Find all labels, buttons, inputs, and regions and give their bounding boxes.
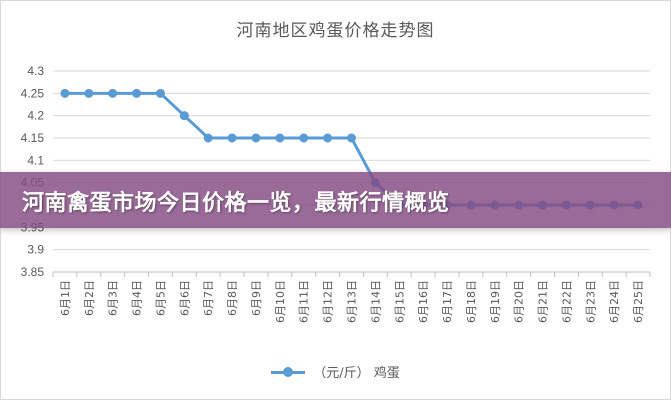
- x-tick-label: 6月2日: [83, 280, 96, 316]
- x-tick-label: 6月23日: [584, 280, 597, 323]
- x-tick-label: 6月7日: [202, 280, 215, 316]
- data-point: [347, 133, 356, 143]
- legend-line-marker-icon: [271, 366, 306, 377]
- legend: （元/斤） 鸡蛋: [0, 362, 671, 381]
- x-tick-label: 6月4日: [131, 280, 144, 316]
- data-point: [275, 133, 285, 143]
- data-point: [203, 133, 213, 143]
- x-tick-label: 6月8日: [226, 280, 239, 316]
- data-point: [155, 88, 165, 98]
- x-tick-label: 6月24日: [608, 280, 621, 323]
- x-tick-label: 6月18日: [465, 280, 478, 323]
- data-point: [108, 88, 118, 98]
- data-point: [60, 88, 70, 98]
- x-tick-label: 6月1日: [59, 280, 72, 316]
- data-point: [251, 133, 261, 143]
- x-tick-label: 6月6日: [178, 280, 191, 316]
- y-tick-label: 3.9: [27, 243, 44, 257]
- x-tick-label: 6月10日: [274, 280, 287, 323]
- data-point: [179, 111, 189, 121]
- x-tick-label: 6月16日: [417, 280, 430, 323]
- y-tick-label: 4.25: [21, 86, 45, 100]
- y-tick-label: 4.15: [21, 131, 45, 145]
- x-tick-label: 6月11日: [298, 280, 311, 323]
- x-tick-label: 6月12日: [322, 280, 335, 323]
- x-tick-label: 6月5日: [154, 280, 167, 316]
- headline-banner: 河南禽蛋市场今日价格一览，最新行情概览: [0, 172, 671, 228]
- x-tick-label: 6月15日: [393, 280, 406, 323]
- chart-title: 河南地区鸡蛋价格走势图: [236, 21, 435, 41]
- data-point: [132, 88, 142, 98]
- x-tick-label: 6月25日: [632, 280, 645, 323]
- x-tick-label: 6月13日: [346, 280, 359, 323]
- y-tick-label: 4.3: [27, 64, 44, 78]
- x-tick-label: 6月22日: [560, 280, 573, 323]
- headline-text: 河南禽蛋市场今日价格一览，最新行情概览: [22, 191, 450, 216]
- x-tick-label: 6月21日: [537, 280, 550, 323]
- data-point: [299, 133, 309, 143]
- x-tick-label: 6月9日: [250, 280, 263, 316]
- y-tick-label: 4.2: [27, 109, 44, 123]
- x-tick-label: 6月17日: [441, 280, 454, 323]
- x-tick-label: 6月3日: [107, 280, 120, 316]
- x-tick-label: 6月20日: [513, 280, 526, 323]
- data-point: [323, 133, 333, 143]
- data-point: [84, 88, 94, 98]
- y-tick-label: 4.1: [27, 153, 44, 167]
- y-tick-label: 3.85: [21, 265, 45, 279]
- legend-label: （元/斤） 鸡蛋: [313, 366, 400, 381]
- data-point: [227, 133, 237, 143]
- x-tick-label: 6月14日: [369, 280, 382, 323]
- x-tick-label: 6月19日: [489, 280, 502, 323]
- x-axis: 6月1日 6月2日 6月3日 6月4日 6月5日 6月6日 6月7日 6月8日 6月9日 6月10…: [52, 271, 651, 323]
